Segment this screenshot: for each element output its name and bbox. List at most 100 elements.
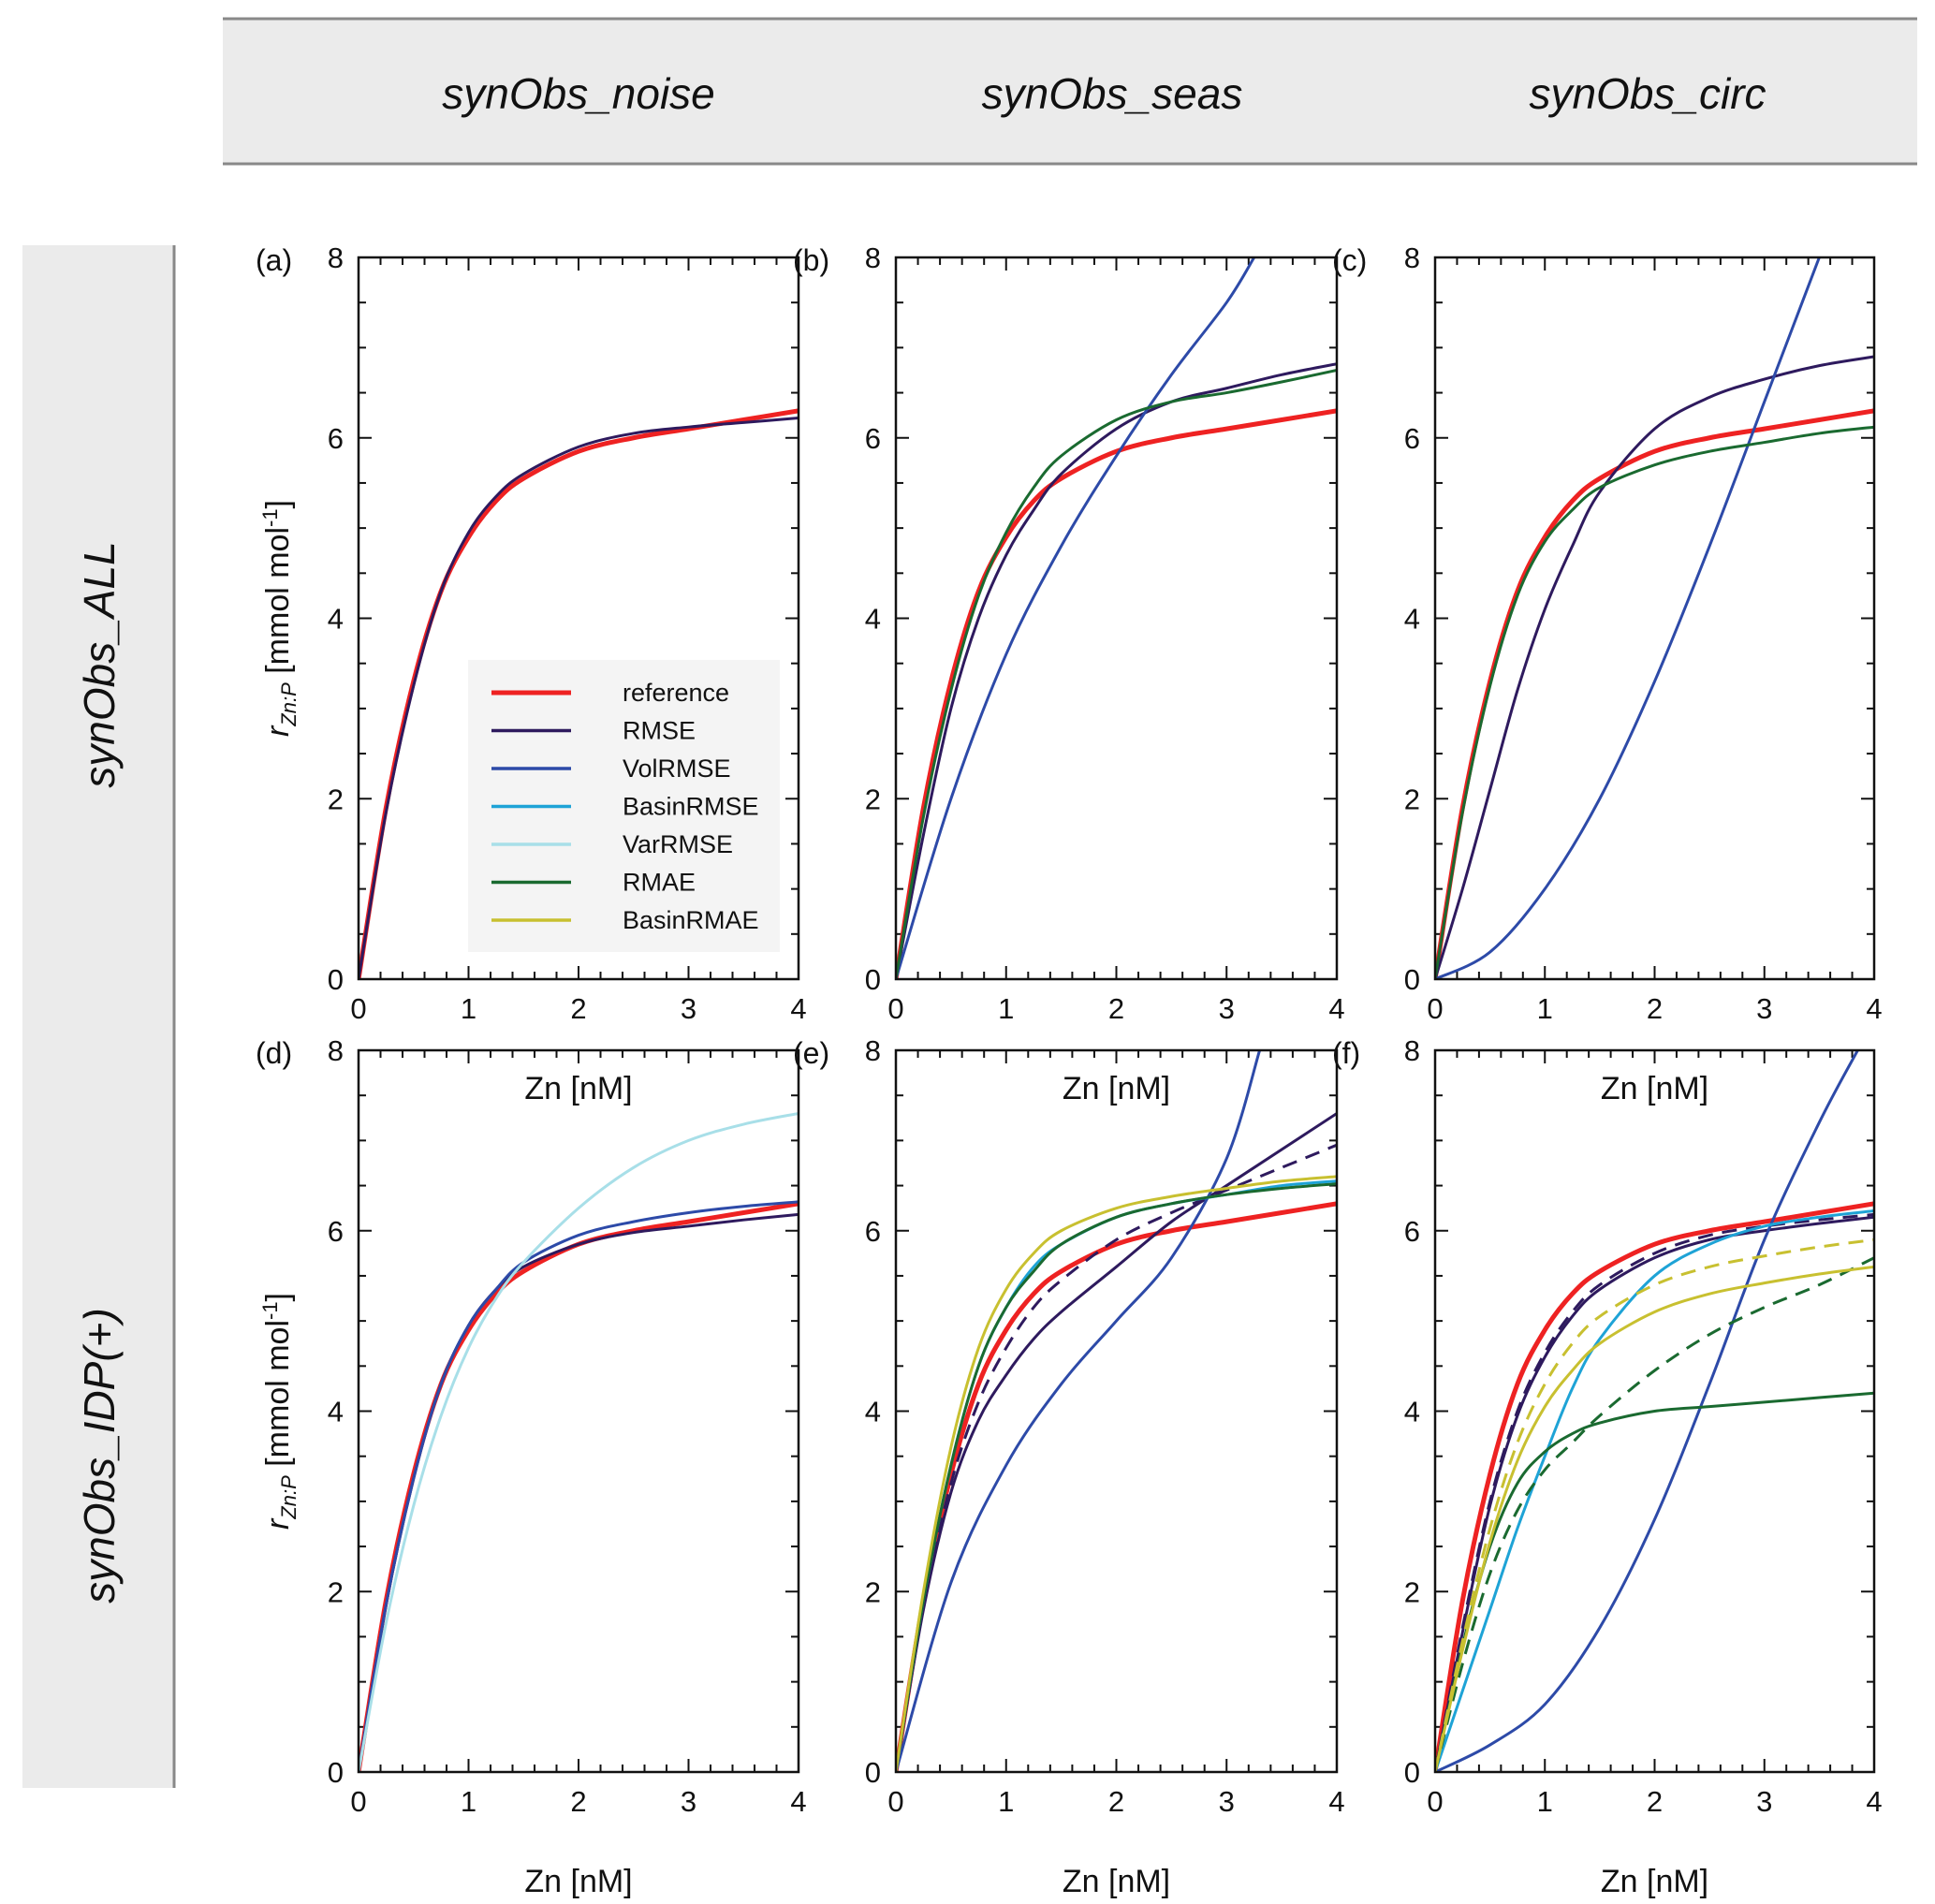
- plot-frame: [357, 256, 800, 981]
- y-tick-label: 8: [865, 242, 881, 274]
- y-tick-label: 6: [865, 422, 881, 455]
- y-tick-label: 2: [328, 783, 344, 815]
- series-rmae: [896, 1182, 1337, 1772]
- series-rmse: [1435, 1215, 1874, 1772]
- row-title-all: synObs_ALL: [75, 541, 124, 787]
- series-reference: [896, 408, 1337, 979]
- x-tick-label: 4: [1328, 1785, 1344, 1818]
- x-axis-label: Zn [nM]: [524, 1071, 632, 1106]
- series-rmse: [896, 362, 1337, 979]
- panel-label: (b): [793, 243, 829, 277]
- panel-label: (d): [256, 1036, 292, 1070]
- x-tick-label: 2: [570, 1785, 586, 1818]
- series-basinrmse: [896, 1179, 1337, 1772]
- x-tick-label: 3: [1219, 1785, 1235, 1818]
- panel-label: (a): [256, 243, 292, 277]
- series-basinrmae-idp: [1435, 1238, 1874, 1772]
- panel-label: (f): [1332, 1036, 1360, 1070]
- x-tick-label: 3: [681, 992, 696, 1025]
- x-tick-label: 4: [790, 1785, 806, 1818]
- series-rmse-idp: [896, 1143, 1337, 1772]
- x-tick-label: 0: [1427, 1785, 1443, 1818]
- y-tick-label: 8: [1404, 1034, 1420, 1067]
- plot-frame: [1433, 1048, 1876, 1774]
- y-tick-label: 6: [1404, 1215, 1420, 1248]
- series-reference: [896, 1201, 1337, 1772]
- x-tick-label: 3: [1219, 992, 1235, 1025]
- x-tick-label: 4: [1328, 992, 1344, 1025]
- x-tick-label: 0: [887, 992, 903, 1025]
- x-tick-label: 1: [998, 1785, 1014, 1818]
- y-tick-label: 4: [1404, 1396, 1420, 1428]
- x-tick-label: 0: [350, 1785, 366, 1818]
- panel-b: 0 1 2 3 4 0 2 4 6 8 (b) Zn [nM]: [793, 242, 1345, 1106]
- y-tick-label: 4: [328, 603, 344, 636]
- plot-frame: [357, 1048, 800, 1774]
- series-volrmse: [896, 257, 1256, 979]
- series-basinrmae: [896, 1175, 1337, 1772]
- series-reference: [359, 1201, 799, 1772]
- x-tick-label: 2: [1108, 992, 1124, 1025]
- x-axis-label: Zn [nM]: [1063, 1071, 1170, 1106]
- series-volrmse: [1435, 257, 1821, 979]
- y-tick-label: 2: [865, 1575, 881, 1608]
- series-rmse: [1435, 355, 1874, 979]
- legend-label: RMSE: [623, 717, 696, 745]
- column-title-seas: synObs_seas: [982, 69, 1243, 118]
- row-header-band: [22, 245, 174, 1788]
- y-tick-label: 6: [1404, 422, 1420, 455]
- series-rmae: [896, 368, 1337, 979]
- x-tick-label: 0: [350, 992, 366, 1025]
- y-tick-label: 0: [865, 1756, 881, 1789]
- plot-frame: [894, 256, 1339, 981]
- series-basinrmse: [1435, 1209, 1874, 1772]
- y-tick-label: 8: [865, 1034, 881, 1067]
- panel-d: 0 1 2 3 4 0 2 4 6 8 (d) Zn [nM] rZn:P [mmol mol-1]: [256, 1034, 807, 1899]
- x-axis-label: Zn [nM]: [1063, 1864, 1170, 1899]
- series-rmse-idp: [1435, 1212, 1874, 1772]
- plot-frame: [894, 1048, 1339, 1774]
- y-tick-label: 2: [1404, 783, 1420, 815]
- x-axis-label: Zn [nM]: [1601, 1071, 1708, 1106]
- y-tick-label: 4: [328, 1396, 344, 1428]
- x-tick-label: 1: [461, 992, 476, 1025]
- y-tick-label: 6: [328, 1215, 344, 1248]
- legend-label: BasinRMAE: [623, 906, 759, 934]
- series-rmae-idp: [1435, 1256, 1874, 1772]
- x-tick-label: 1: [1537, 1785, 1553, 1818]
- y-tick-label: 0: [328, 963, 344, 996]
- legend: reference RMSE VolRMSE BasinRMSE VarRMSE RMAE…: [468, 660, 780, 952]
- x-tick-label: 4: [1866, 1785, 1882, 1818]
- y-tick-label: 8: [328, 1034, 344, 1067]
- panel-e: 0 1 2 3 4 0 2 4 6 8 (e) Zn [nM]: [793, 1034, 1345, 1899]
- panel-a: 0 1 2 3 4 0 2 4 6 8 (a) Zn [nM] rZn:P [mmol mol-1]: [256, 242, 807, 1106]
- x-tick-label: 3: [1756, 1785, 1772, 1818]
- x-tick-label: 0: [1427, 992, 1443, 1025]
- panel-label: (c): [1332, 243, 1367, 277]
- x-tick-label: 1: [998, 992, 1014, 1025]
- series-rmse: [359, 417, 799, 979]
- panel-f: 0 1 2 3 4 0 2 4 6 8 (f) Zn [nM]: [1332, 1034, 1883, 1899]
- y-tick-label: 6: [865, 1215, 881, 1248]
- x-tick-label: 2: [1647, 992, 1663, 1025]
- y-tick-label: 0: [865, 963, 881, 996]
- legend-label: VolRMSE: [623, 754, 731, 783]
- y-tick-label: 2: [1404, 1575, 1420, 1608]
- y-tick-label: 8: [1404, 242, 1420, 274]
- y-tick-label: 2: [328, 1575, 344, 1608]
- x-axis-label: Zn [nM]: [524, 1864, 632, 1899]
- x-tick-label: 2: [570, 992, 586, 1025]
- y-tick-label: 4: [865, 1396, 881, 1428]
- y-tick-label: 6: [328, 422, 344, 455]
- x-tick-label: 3: [1756, 992, 1772, 1025]
- row-title-idp: synObs_IDP(+): [75, 1308, 124, 1604]
- y-axis-label: rZn:P [mmol mol-1]: [258, 500, 301, 737]
- series-volrmse: [359, 1200, 799, 1772]
- legend-label: reference: [623, 679, 729, 707]
- y-tick-label: 2: [865, 783, 881, 815]
- series-rmse: [359, 1212, 799, 1772]
- x-tick-label: 4: [1866, 992, 1882, 1025]
- plot-frame: [1433, 256, 1876, 981]
- panel-c: 0 1 2 3 4 0 2 4 6 8 (c) Zn [nM]: [1332, 242, 1883, 1106]
